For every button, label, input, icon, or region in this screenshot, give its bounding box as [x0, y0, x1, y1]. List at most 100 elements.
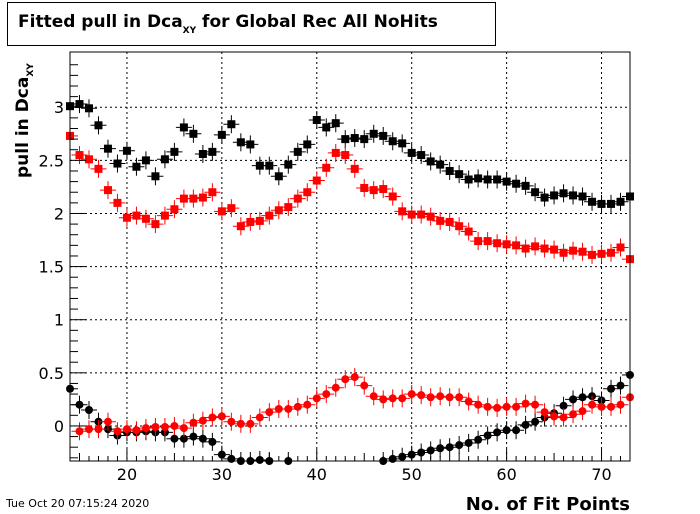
data-point — [113, 159, 122, 168]
data-point — [426, 157, 435, 166]
x-tick-label: 40 — [307, 465, 327, 484]
data-point — [189, 418, 198, 427]
data-point — [540, 244, 549, 253]
data-point — [198, 149, 207, 158]
data-point — [198, 193, 207, 202]
data-point — [141, 156, 150, 165]
data-point — [141, 424, 150, 433]
data-point — [322, 123, 331, 132]
data-point — [94, 425, 103, 434]
data-point — [531, 188, 540, 197]
data-point — [141, 214, 150, 223]
data-point — [217, 130, 226, 139]
data-point — [616, 197, 625, 206]
data-point — [113, 427, 122, 436]
grid-lines — [70, 52, 630, 461]
data-point — [379, 131, 388, 140]
data-point — [369, 392, 378, 401]
timestamp: Tue Oct 20 07:15:24 2020 — [6, 497, 150, 510]
data-point — [227, 120, 236, 129]
data-point — [559, 189, 568, 198]
data-point — [407, 148, 416, 157]
x-tick-label: 70 — [591, 465, 611, 484]
data-point — [151, 220, 160, 229]
data-point — [616, 243, 625, 252]
data-point — [132, 211, 141, 220]
data-point — [227, 204, 236, 213]
data-point — [103, 186, 112, 195]
data-point — [265, 211, 274, 220]
data-point — [284, 404, 293, 413]
data-markers — [66, 95, 634, 465]
data-point — [84, 155, 93, 164]
data-point — [369, 129, 378, 138]
data-point — [607, 248, 616, 257]
data-point — [540, 193, 549, 202]
data-point — [436, 392, 445, 401]
data-point — [417, 448, 426, 457]
data-point — [189, 432, 198, 441]
data-point — [84, 406, 93, 415]
data-point — [398, 394, 407, 403]
data-point — [531, 400, 540, 409]
data-point — [322, 390, 331, 399]
data-point — [360, 381, 369, 390]
data-point — [369, 186, 378, 195]
data-point — [103, 144, 112, 153]
data-point — [179, 123, 188, 132]
data-point — [464, 397, 473, 406]
data-point — [588, 250, 597, 259]
data-point — [341, 151, 350, 160]
data-point — [417, 391, 426, 400]
data-point — [607, 199, 616, 208]
data-point — [521, 420, 530, 429]
data-point — [607, 384, 616, 393]
data-point — [75, 151, 84, 160]
data-point — [455, 441, 464, 450]
data-point — [179, 424, 188, 433]
data-point — [578, 192, 587, 201]
data-point — [531, 242, 540, 251]
chart-title: Fitted pull in DcaXY for Global Rec All … — [18, 12, 438, 36]
y-tick-label: 3 — [54, 98, 64, 117]
data-point — [502, 240, 511, 249]
data-point — [208, 188, 217, 197]
data-point — [208, 437, 217, 446]
data-point — [75, 400, 84, 409]
data-point — [521, 181, 530, 190]
data-point — [455, 170, 464, 179]
data-point — [284, 160, 293, 169]
data-point — [464, 227, 473, 236]
data-point — [236, 138, 245, 147]
data-point — [483, 175, 492, 184]
data-point — [407, 390, 416, 399]
data-point — [559, 248, 568, 257]
data-point — [512, 426, 521, 435]
y-axis-label: pull in DcaXY — [13, 63, 36, 178]
data-point — [331, 148, 340, 157]
data-point — [569, 191, 578, 200]
data-point — [236, 222, 245, 231]
data-point — [521, 399, 530, 408]
data-point — [502, 402, 511, 411]
data-point — [616, 400, 625, 409]
data-point — [151, 423, 160, 432]
data-point — [170, 205, 179, 214]
data-point — [464, 438, 473, 447]
data-point — [578, 407, 587, 416]
data-point — [160, 155, 169, 164]
data-point — [75, 100, 84, 109]
y-tick-label: 0 — [54, 417, 64, 436]
data-point — [607, 402, 616, 411]
data-point — [559, 401, 568, 410]
data-point — [350, 134, 359, 143]
data-point — [569, 395, 578, 404]
data-point — [312, 176, 321, 185]
data-point — [493, 428, 502, 437]
data-point — [388, 192, 397, 201]
data-point — [132, 162, 141, 171]
data-point — [502, 177, 511, 186]
data-point — [246, 419, 255, 428]
data-point — [521, 244, 530, 253]
